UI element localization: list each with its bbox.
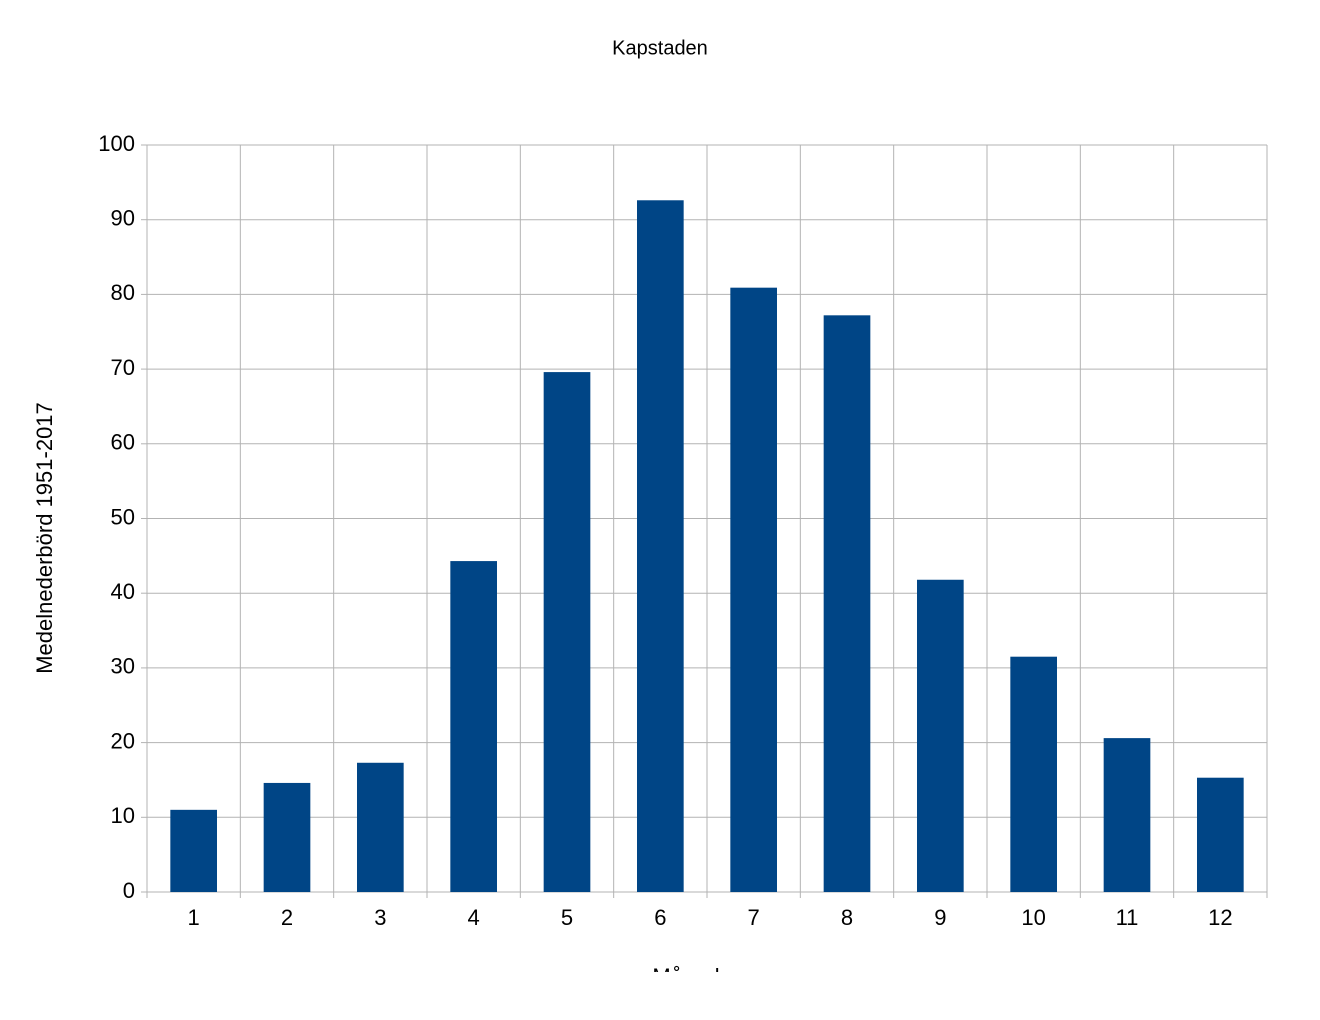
y-tick-label: 10: [111, 803, 135, 828]
y-tick-label: 20: [111, 728, 135, 753]
bar: [1010, 656, 1057, 892]
y-tick-label: 70: [111, 355, 135, 380]
y-axis-label: Medelnederbörd 1951-2017: [32, 402, 57, 674]
bar: [263, 782, 311, 892]
bar: [357, 762, 404, 892]
y-tick-label: 0: [123, 878, 135, 903]
y-tick-label: 80: [111, 280, 135, 305]
bar: [917, 579, 964, 892]
bar: [1103, 738, 1151, 892]
y-tick-label: 50: [111, 504, 135, 529]
x-tick-label: 11: [1116, 905, 1139, 930]
x-tick-label: 10: [1021, 905, 1045, 930]
x-tick-label: 1: [188, 905, 200, 930]
x-tick-label: 3: [374, 905, 386, 930]
x-tick-label: 8: [841, 905, 853, 930]
bar: [450, 561, 497, 892]
x-tick-label: 9: [934, 905, 946, 930]
x-tick-label: 7: [748, 905, 760, 930]
bar: [637, 200, 684, 892]
y-tick-label: 90: [111, 206, 135, 231]
chart-title: Kapstaden: [612, 37, 708, 59]
bar: [730, 287, 777, 892]
bar: [170, 809, 217, 892]
x-tick-label: 4: [468, 905, 480, 930]
y-tick-label: 30: [111, 654, 135, 679]
x-tick-label: 12: [1208, 905, 1232, 930]
x-tick-label: 5: [561, 905, 573, 930]
x-tick-label: 2: [281, 905, 293, 930]
x-tick-label: 6: [654, 905, 666, 930]
x-axis-label: Månad: [652, 964, 719, 989]
bar: [543, 372, 591, 892]
y-tick-label: 60: [111, 430, 135, 455]
bar: [1197, 777, 1244, 892]
y-tick-label: 100: [98, 131, 135, 156]
bar: [823, 315, 871, 892]
y-tick-label: 40: [111, 579, 135, 604]
